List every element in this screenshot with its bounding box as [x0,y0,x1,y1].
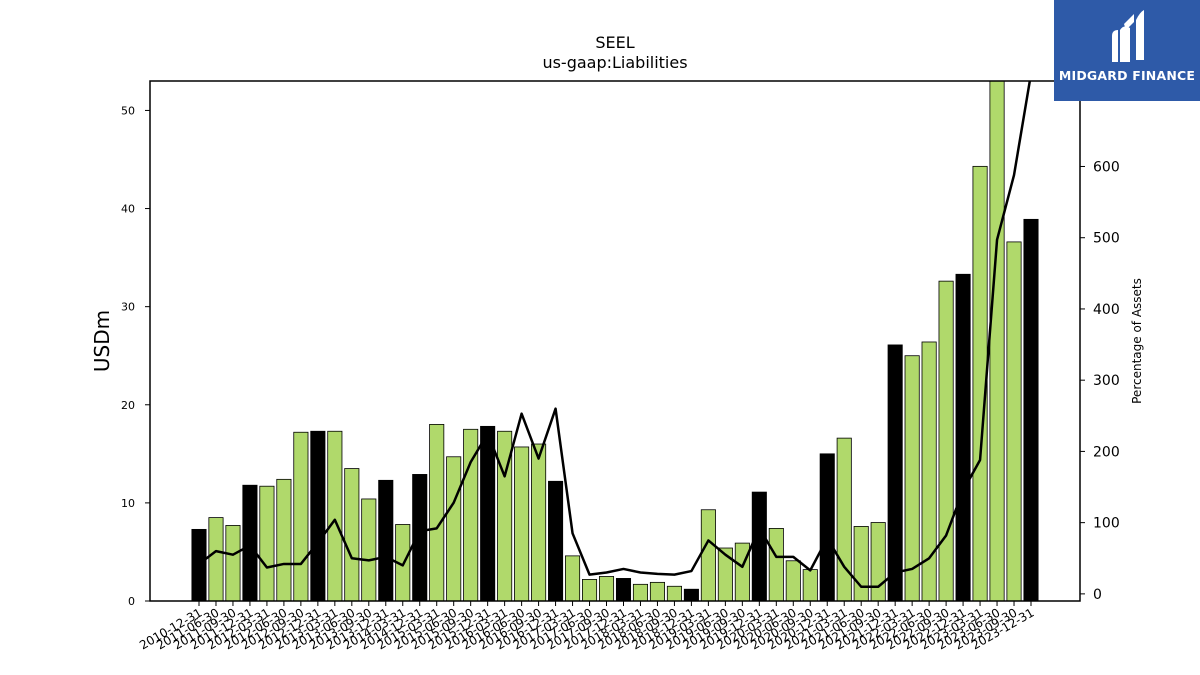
bar [412,474,428,602]
bar [1023,218,1039,602]
bar [904,355,920,602]
y-tick-label: 40 [121,203,135,216]
bar [734,542,750,602]
bar [378,479,394,602]
bar [242,484,258,602]
y-tick-label: 30 [121,301,135,314]
bar [361,498,377,602]
midgard-logo-icon [1112,10,1144,62]
bar [768,528,784,602]
chart-title: SEEL [595,33,634,52]
midgard-logo: MIDGARD FINANCE [1054,0,1200,101]
bar [548,480,564,602]
y-axis-label: USDm [90,310,114,372]
bar [887,344,903,602]
y2-tick-label: 100 [1093,516,1120,532]
y-tick-label: 20 [121,399,135,412]
bar [344,468,360,602]
bar [751,491,767,602]
bar [598,576,615,602]
y2-tick-label: 300 [1093,373,1120,389]
bar [802,569,818,602]
bar [666,585,682,602]
bar [429,423,445,602]
bar [785,560,801,602]
bar [446,456,462,602]
bar [836,437,852,602]
y2-tick-label: 500 [1093,231,1120,247]
bar [632,583,649,602]
bar [938,280,954,602]
y2-tick-label: 400 [1093,302,1120,318]
y2-tick-label: 600 [1093,159,1120,175]
logo-text: MIDGARD FINANCE [1058,68,1196,83]
plot-frame [149,80,1081,602]
bar [191,528,207,602]
bar-series [191,80,1039,602]
bar [531,443,547,602]
bar [327,430,343,602]
bar [514,446,530,602]
y2-tick-label: 200 [1093,444,1120,460]
y2-tick-label: 0 [1093,587,1102,603]
bar [615,578,632,602]
bar [683,588,699,602]
y2-axis: 0 100 200 300 400 500 600 [1080,159,1120,603]
bar [259,485,275,602]
bar [989,80,1005,602]
y-axis: 0 10 20 30 40 50 [121,104,150,608]
x-axis: 2010-12-312011-06-302011-09-302011-12-31… [137,601,1037,652]
chart-subtitle: us-gaap:Liabilities [542,53,687,72]
bar [1006,241,1022,602]
percentage-line [198,81,1032,588]
bar [649,581,665,602]
bar [700,509,716,602]
bar [480,425,496,602]
bar [565,555,581,602]
bar [582,579,598,602]
y-tick-label: 50 [121,104,135,117]
bar [310,430,326,602]
bar [870,522,886,602]
bar [955,273,971,602]
bar [293,431,309,602]
y-tick-label: 0 [128,595,135,608]
y-tick-label: 10 [121,497,135,510]
bar [276,478,292,602]
bar [819,453,835,602]
y2-axis-label: Percentage of Assets [1130,278,1144,404]
line-series [198,81,1032,588]
bar [225,525,241,602]
bar [853,526,869,602]
bar [208,517,224,602]
